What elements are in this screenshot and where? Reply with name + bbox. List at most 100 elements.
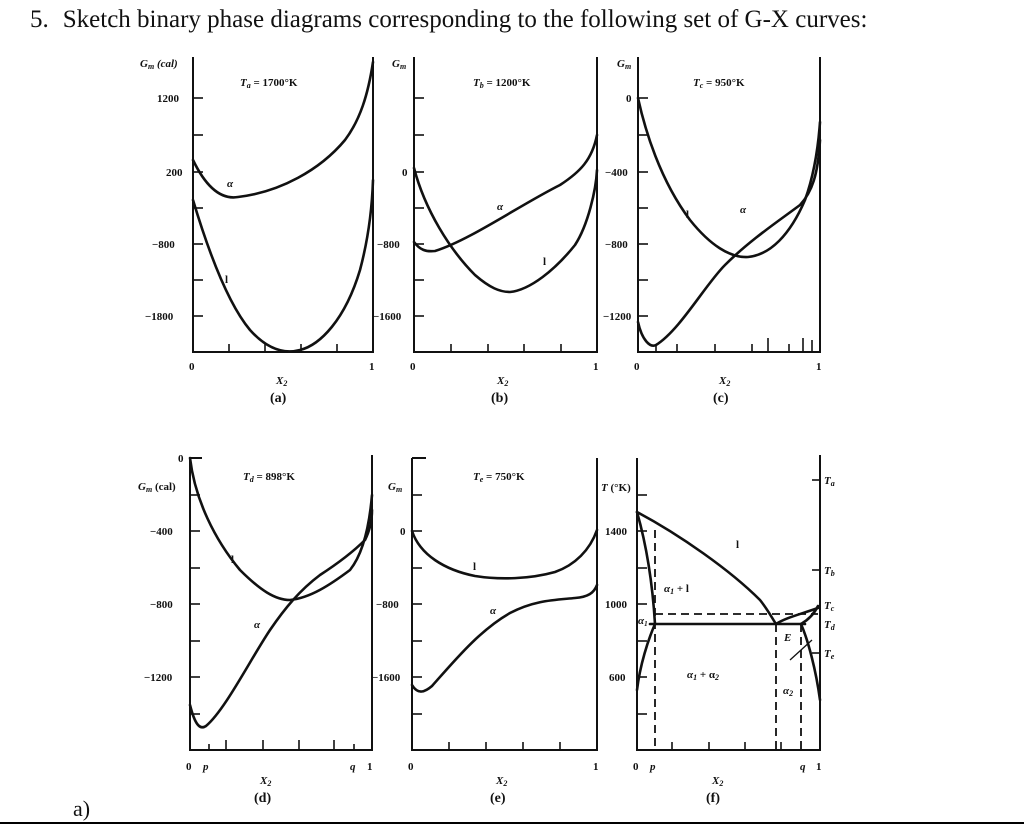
panel-a: Gm (cal) 1200 200 −800 −1800 Ta = 1700°K… — [140, 57, 375, 406]
svg-text:−400: −400 — [150, 526, 173, 538]
svg-text:l: l — [543, 256, 546, 268]
y-axis-label-a: Gm (cal) — [140, 58, 178, 71]
svg-text:(d): (d) — [254, 791, 271, 806]
question-header: 5. Sketch binary phase diagrams correspon… — [30, 6, 867, 34]
svg-text:0: 0 — [178, 453, 184, 465]
svg-text:1: 1 — [367, 761, 373, 773]
svg-text:Tb: Tb — [824, 565, 835, 578]
liquid-curve-d — [188, 456, 374, 602]
svg-text:1: 1 — [369, 361, 375, 373]
svg-text:(c): (c) — [713, 391, 729, 406]
svg-text:q: q — [800, 761, 806, 773]
svg-text:Tc: Tc — [824, 600, 835, 613]
liquid-curve-c — [636, 96, 822, 259]
svg-text:0: 0 — [626, 93, 632, 105]
solidus-right — [799, 604, 820, 626]
panel-f: T (°K) 1400 1000 600 Ta Tb Tc Td Te 0 p … — [601, 455, 836, 806]
svg-text:α: α — [497, 201, 504, 213]
svg-text:E: E — [783, 632, 791, 644]
alpha-curve-d — [188, 508, 374, 729]
svg-text:(f): (f) — [706, 791, 720, 806]
svg-text:0: 0 — [400, 526, 406, 538]
solvus-right — [799, 622, 822, 702]
answer-label: a) — [73, 796, 91, 821]
svg-text:0: 0 — [408, 761, 414, 773]
svg-text:Td = 898°K: Td = 898°K — [243, 471, 295, 484]
svg-text:Gm: Gm — [617, 58, 631, 71]
svg-text:α: α — [254, 619, 261, 631]
solvus-left — [635, 622, 657, 692]
svg-text:−1800: −1800 — [145, 311, 174, 323]
liquidus-right — [774, 606, 820, 626]
svg-text:0: 0 — [189, 361, 195, 373]
svg-text:Ta = 1700°K: Ta = 1700°K — [240, 77, 298, 90]
svg-text:α: α — [490, 605, 497, 617]
alpha-curve-b — [412, 133, 599, 253]
question-number: 5. — [30, 6, 49, 33]
solidus-left — [635, 510, 657, 626]
liquid-curve-b — [412, 166, 599, 294]
svg-text:α1 + α2: α1 + α2 — [687, 669, 719, 682]
liquid-curve-a — [191, 178, 375, 353]
svg-text:l: l — [686, 209, 689, 221]
svg-text:1000: 1000 — [605, 599, 628, 611]
svg-text:(e): (e) — [490, 791, 506, 806]
svg-text:−800: −800 — [376, 599, 399, 611]
svg-text:600: 600 — [609, 672, 626, 684]
svg-text:Te = 750°K: Te = 750°K — [473, 471, 525, 484]
svg-text:p: p — [202, 761, 209, 773]
svg-text:Te: Te — [824, 648, 835, 661]
alpha-curve-e — [410, 583, 599, 693]
svg-text:Tc = 950°K: Tc = 950°K — [693, 77, 745, 90]
svg-text:X2: X2 — [496, 375, 508, 388]
svg-text:α: α — [227, 178, 234, 190]
svg-text:q: q — [350, 761, 356, 773]
svg-text:0: 0 — [402, 167, 408, 179]
svg-text:Gm: Gm — [392, 58, 406, 71]
svg-text:0: 0 — [633, 761, 639, 773]
question-text: Sketch binary phase diagrams correspondi… — [62, 6, 868, 33]
svg-text:X2: X2 — [718, 375, 730, 388]
panel-e: Gm 0 −800 −1600 Te = 750°K 0 1 X2 (e) l α — [372, 457, 599, 806]
svg-text:−1200: −1200 — [144, 672, 173, 684]
svg-text:α1: α1 — [638, 615, 648, 628]
svg-text:l: l — [736, 539, 739, 551]
svg-text:200: 200 — [166, 167, 183, 179]
svg-text:0: 0 — [410, 361, 416, 373]
svg-text:0: 0 — [634, 361, 640, 373]
svg-text:0: 0 — [186, 761, 192, 773]
svg-text:α: α — [740, 204, 747, 216]
svg-text:Gm (cal): Gm (cal) — [138, 481, 176, 494]
svg-text:l: l — [231, 554, 234, 566]
svg-text:(b): (b) — [491, 391, 508, 406]
panel-d: 0 Gm (cal) −400 −800 −1200 Td = 898°K 0 … — [138, 453, 374, 806]
svg-text:−1600: −1600 — [373, 311, 402, 323]
svg-text:−800: −800 — [377, 239, 400, 251]
svg-text:Ta: Ta — [824, 475, 835, 488]
svg-text:1: 1 — [816, 761, 822, 773]
svg-text:−800: −800 — [150, 599, 173, 611]
svg-text:T (°K): T (°K) — [601, 482, 631, 494]
svg-text:Td: Td — [824, 619, 836, 632]
svg-text:p: p — [649, 761, 656, 773]
svg-text:α1 + l: α1 + l — [664, 583, 689, 596]
svg-text:l: l — [225, 274, 228, 286]
svg-text:−1600: −1600 — [372, 672, 401, 684]
alpha-curve-a — [191, 60, 375, 199]
svg-text:Gm: Gm — [388, 481, 402, 494]
panel-c: Gm 0 −400 −800 −1200 Tc = 950°K 0 1 X2 (c… — [603, 57, 822, 406]
svg-text:1: 1 — [593, 761, 599, 773]
liquidus-left — [635, 510, 778, 626]
svg-text:−800: −800 — [605, 239, 628, 251]
liquid-curve-e — [410, 528, 599, 580]
svg-text:X2: X2 — [275, 375, 287, 388]
bottom-divider — [0, 822, 1024, 824]
svg-text:1: 1 — [593, 361, 599, 373]
svg-text:α2: α2 — [783, 685, 793, 698]
svg-text:1: 1 — [816, 361, 822, 373]
alpha-curve-c — [636, 138, 822, 347]
svg-text:1200: 1200 — [157, 93, 180, 105]
svg-text:l: l — [473, 561, 476, 573]
